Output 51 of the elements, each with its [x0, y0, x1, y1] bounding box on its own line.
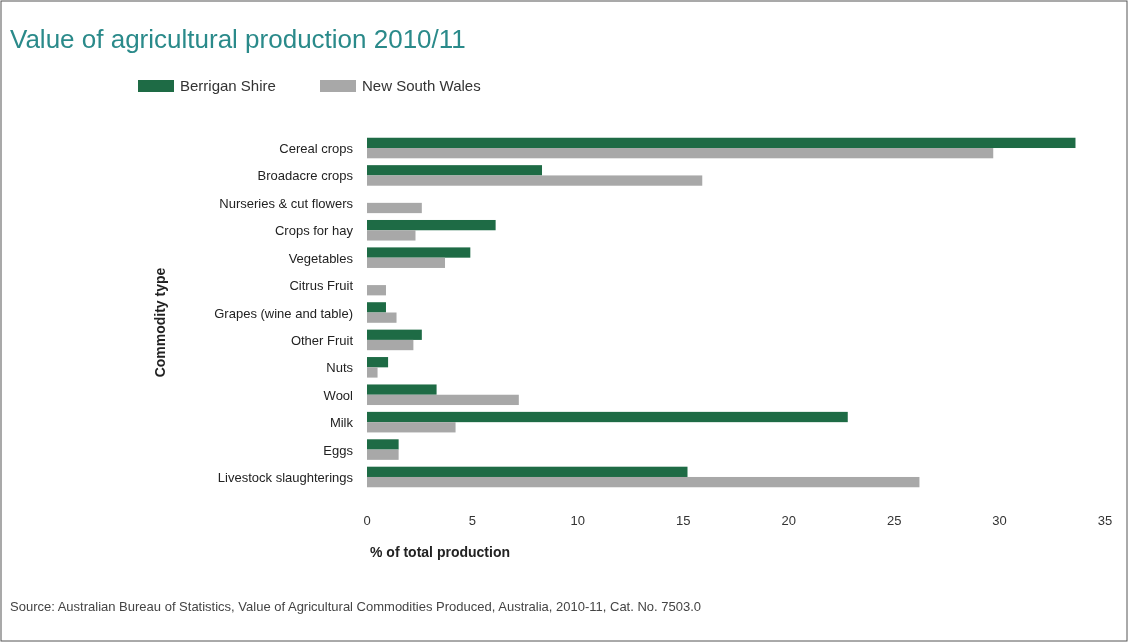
- bar: [367, 411, 848, 423]
- x-tick-label: 5: [468, 513, 477, 528]
- x-tick-label: 10: [570, 513, 586, 528]
- y-tick-label: Broadacre crops: [257, 168, 354, 184]
- y-tick-label: Crops for hay: [274, 223, 354, 239]
- y-tick-label: Nuts: [326, 360, 354, 376]
- bar: [367, 202, 422, 214]
- bar: [367, 439, 399, 450]
- bar: [367, 285, 386, 296]
- bar: [367, 219, 496, 231]
- bar: [367, 165, 543, 176]
- bar: [367, 367, 378, 378]
- y-tick-label: Wool: [323, 387, 354, 403]
- chart-title: Value of agricultural production 2010/11: [10, 24, 466, 54]
- y-tick-label: Milk: [329, 415, 354, 431]
- y-tick-label: Nurseries & cut flowers: [219, 195, 354, 211]
- x-tick-label: 35: [1097, 513, 1113, 528]
- y-tick-label: Cereal crops: [279, 141, 354, 157]
- x-tick-label: 15: [676, 513, 691, 528]
- x-tick-label: 20: [781, 513, 796, 528]
- x-tick-label: 25: [886, 513, 902, 528]
- x-tick-label: 30: [992, 513, 1007, 528]
- bar: [367, 137, 1076, 149]
- legend-label: New South Wales: [362, 77, 481, 94]
- bar: [367, 175, 703, 186]
- y-tick-label: Livestock slaughterings: [217, 469, 354, 485]
- bar: [367, 247, 471, 258]
- bar: [367, 302, 386, 313]
- bar: [367, 257, 446, 268]
- bar: [367, 339, 414, 351]
- y-tick-label: Grapes (wine and table): [214, 305, 353, 321]
- bar: [367, 466, 688, 477]
- bar: [367, 230, 416, 241]
- bar: [367, 312, 397, 323]
- bar: [367, 476, 920, 488]
- bar: [367, 357, 389, 368]
- y-tick-label: Vegetables: [288, 250, 354, 266]
- bar: [367, 449, 399, 460]
- bar: [367, 422, 456, 433]
- legend-label: Berrigan Shire: [180, 77, 276, 94]
- y-tick-label: Eggs: [323, 442, 354, 458]
- y-axis-title: Commodity type: [152, 267, 168, 378]
- bar: [367, 148, 994, 159]
- x-tick-label: 0: [363, 513, 371, 528]
- bar: [367, 394, 519, 406]
- y-tick-label: Other Fruit: [290, 332, 354, 348]
- y-tick-label: Citrus Fruit: [289, 278, 354, 294]
- source-note: Source: Australian Bureau of Statistics, Value of Agricultural Commodities Produced, Australia, 2010-11, Cat. No. 7503.0: [10, 598, 703, 615]
- x-axis-title: % of total production: [370, 544, 510, 560]
- bar: [367, 384, 437, 395]
- bar: [367, 329, 422, 340]
